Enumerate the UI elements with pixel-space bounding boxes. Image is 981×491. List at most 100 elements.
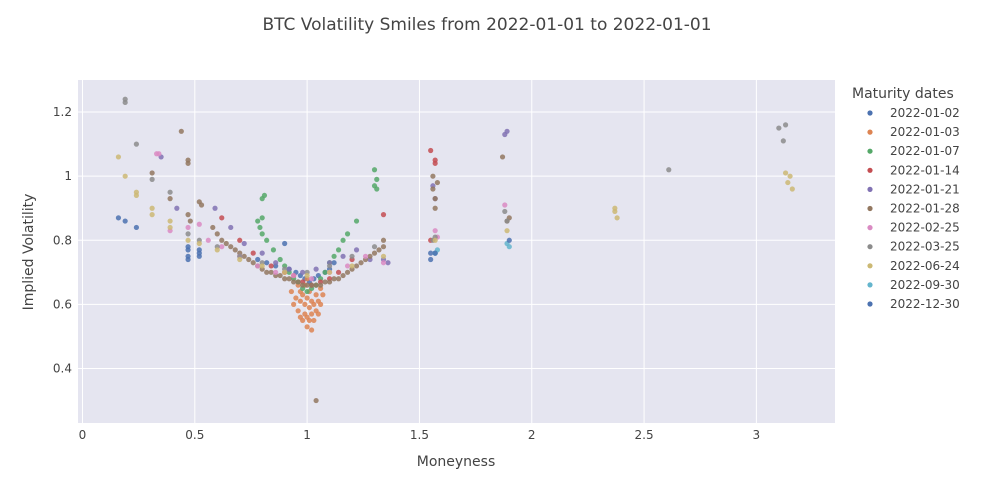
data-point — [185, 160, 191, 166]
data-point — [349, 263, 355, 269]
data-point — [358, 260, 364, 266]
data-point — [353, 263, 360, 269]
x-tick-labels: 0 0.5 1 1.5 2 2.5 3 — [79, 428, 761, 442]
legend-item[interactable]: 2022-06-24 — [867, 259, 960, 273]
data-point — [259, 231, 265, 237]
legend-item[interactable]: 2022-02-25 — [867, 221, 960, 235]
data-point — [185, 224, 191, 231]
data-point — [257, 224, 263, 231]
data-point — [149, 205, 155, 211]
data-point — [780, 138, 786, 144]
data-point — [210, 224, 216, 231]
data-point — [241, 240, 247, 247]
data-point — [304, 324, 310, 330]
legend-label: 2022-01-21 — [890, 182, 960, 196]
data-point — [255, 263, 261, 269]
data-point — [122, 173, 128, 179]
data-point — [326, 263, 333, 269]
legend-item[interactable]: 2022-01-07 — [867, 144, 960, 158]
data-point — [196, 221, 202, 227]
data-point — [237, 256, 243, 263]
data-point — [228, 244, 234, 250]
legend-item[interactable]: 2022-01-03 — [867, 125, 960, 139]
data-point — [273, 260, 279, 266]
data-point — [432, 250, 438, 256]
legend-item[interactable]: 2022-03-25 — [867, 240, 960, 254]
data-point — [506, 244, 512, 250]
data-point — [219, 244, 225, 250]
data-point — [304, 272, 310, 279]
legend-item[interactable]: 2022-01-02 — [867, 106, 960, 120]
data-point — [185, 244, 191, 250]
data-point — [317, 282, 324, 288]
data-point — [214, 247, 220, 253]
data-point — [353, 247, 360, 253]
legend-label: 2022-01-07 — [890, 144, 960, 158]
data-point — [149, 170, 155, 176]
series-2022-12-30 — [185, 237, 512, 256]
data-point — [371, 167, 378, 173]
data-point — [288, 288, 294, 295]
data-point — [326, 269, 333, 275]
legend-item[interactable]: 2022-01-21 — [867, 182, 960, 196]
data-point — [380, 260, 387, 266]
data-point — [432, 160, 438, 166]
data-point — [380, 253, 387, 259]
data-point — [268, 263, 274, 269]
data-point — [174, 205, 180, 211]
data-point — [432, 228, 438, 234]
y-tick-label: 0.6 — [53, 297, 72, 311]
data-point — [268, 269, 274, 275]
data-point — [187, 218, 193, 224]
data-point — [304, 295, 310, 301]
data-point — [326, 279, 333, 285]
data-point — [246, 256, 252, 263]
legend-marker — [867, 167, 873, 173]
data-point — [612, 205, 618, 211]
data-point — [340, 237, 346, 243]
data-point — [335, 276, 342, 282]
legend-label: 2022-01-14 — [890, 163, 960, 177]
data-point — [167, 224, 173, 231]
data-point — [196, 240, 202, 247]
data-point — [255, 218, 261, 224]
data-point — [250, 250, 256, 256]
data-point — [178, 128, 184, 134]
data-point — [270, 247, 277, 253]
legend-marker — [867, 186, 873, 192]
data-point — [371, 244, 378, 250]
legend-item[interactable]: 2022-12-30 — [867, 297, 960, 311]
x-tick-label: 1.5 — [410, 428, 429, 442]
data-point — [344, 269, 351, 275]
data-point — [185, 256, 191, 263]
data-point — [331, 276, 337, 282]
data-point — [380, 244, 387, 250]
data-point — [122, 218, 128, 224]
data-point — [149, 176, 155, 182]
legend-marker — [867, 110, 873, 116]
data-point — [504, 228, 510, 234]
data-point — [313, 282, 319, 288]
data-point — [306, 317, 312, 324]
data-point — [313, 292, 319, 298]
y-tick-label: 1.2 — [53, 105, 72, 119]
x-tick-label: 3 — [753, 428, 761, 442]
data-point — [320, 292, 326, 298]
legend-label: 2022-01-02 — [890, 106, 960, 120]
data-point — [322, 269, 328, 275]
y-axis-title: Implied Volatility — [21, 194, 37, 311]
data-point — [344, 231, 351, 237]
data-point — [385, 260, 391, 266]
legend-label: 2022-03-25 — [890, 240, 960, 254]
data-point — [295, 308, 301, 314]
legend-item[interactable]: 2022-01-14 — [867, 163, 960, 177]
data-point — [219, 237, 225, 243]
y-tick-label: 0.4 — [53, 362, 72, 376]
legend-label: 2022-01-28 — [890, 202, 960, 216]
data-point — [286, 276, 292, 282]
legend-item[interactable]: 2022-09-30 — [867, 278, 960, 292]
data-point — [122, 99, 128, 106]
legend-item[interactable]: 2022-01-28 — [867, 202, 960, 216]
x-tick-label: 1 — [303, 428, 311, 442]
